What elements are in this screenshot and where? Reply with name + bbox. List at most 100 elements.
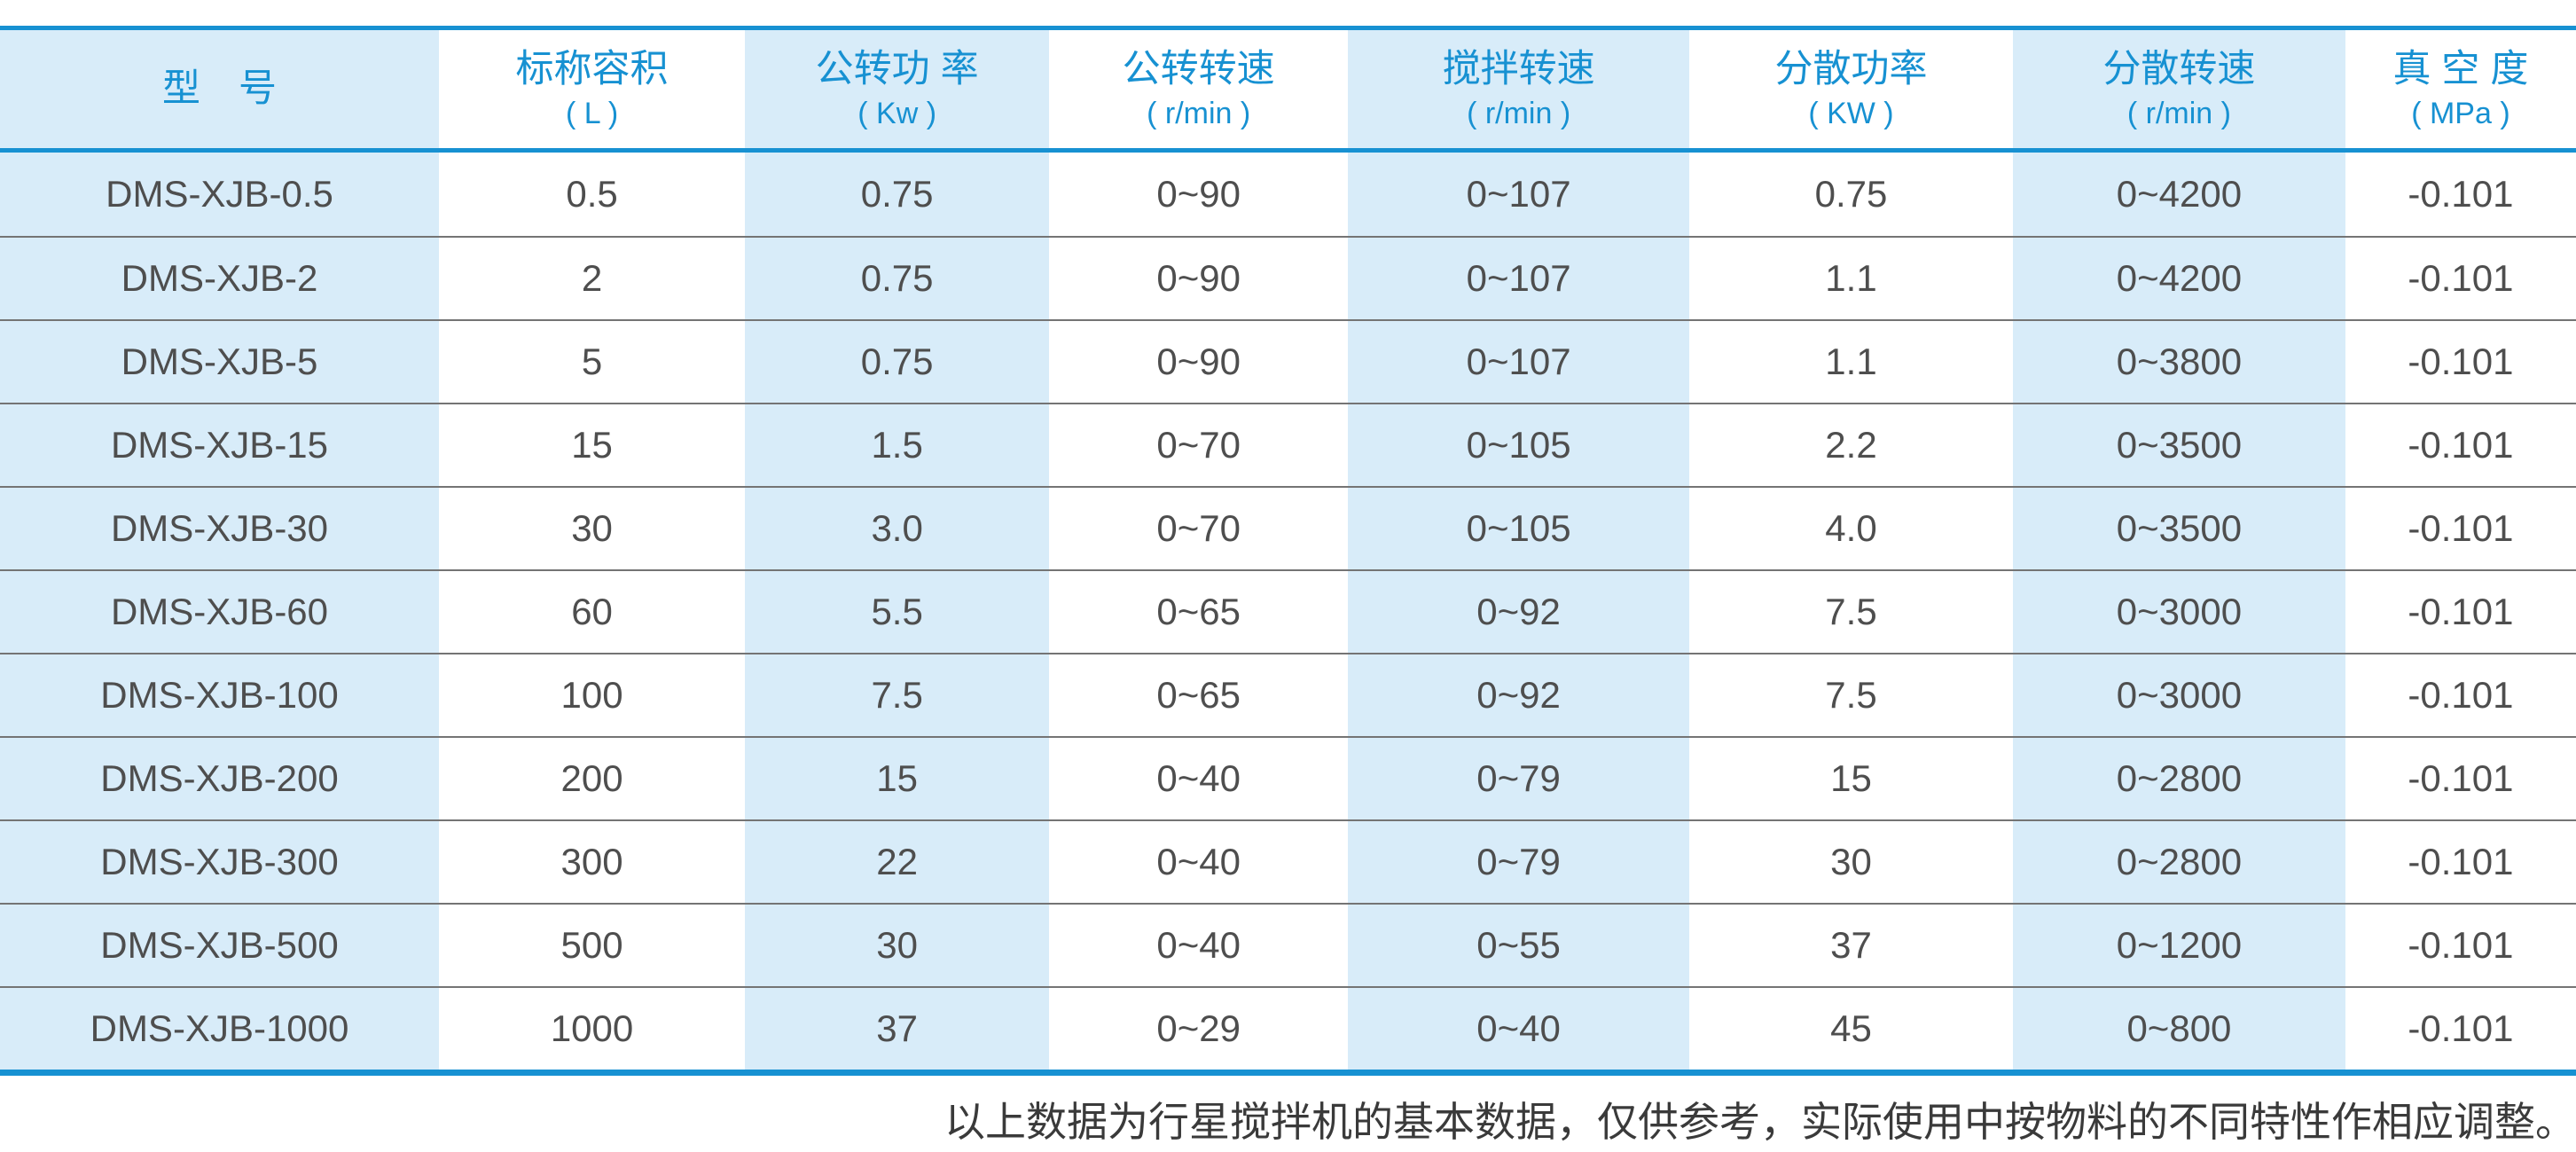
cell-dispersion-power: 30 xyxy=(1830,841,1872,882)
cell-stir-speed: 0~107 xyxy=(1348,321,1690,403)
cell-dispersion-power: 45 xyxy=(1830,1007,1872,1049)
cell-vacuum: -0.101 xyxy=(2408,841,2514,882)
cell-dispersion-speed: 0~800 xyxy=(2012,988,2345,1070)
cell-dispersion-power: 37 xyxy=(1830,924,1872,966)
header-row: 型 号 标称容积 ( L ) 公转功 率 ( Kw ) 公转转速 ( r/min… xyxy=(0,30,2576,153)
column-unit-dispersion-power: ( KW ) xyxy=(1808,97,1894,131)
cell-vacuum: -0.101 xyxy=(2408,674,2514,716)
cell-model: DMS-XJB-15 xyxy=(0,404,439,486)
footnote: 以上数据为行星搅拌机的基本数据，仅供参考，实际使用中按物料的不同特性作相应调整。 xyxy=(944,1100,2576,1145)
cell-model: DMS-XJB-200 xyxy=(0,738,439,819)
cell-model: DMS-XJB-60 xyxy=(0,571,439,653)
column-title-dispersion-speed: 分散转速 xyxy=(2102,48,2256,91)
column-unit-stir-speed: ( r/min ) xyxy=(1467,97,1571,131)
cell-dispersion-power: 1.1 xyxy=(1825,341,1877,382)
cell-revolution-speed: 0~40 xyxy=(1156,924,1241,966)
cell-revolution-speed: 0~40 xyxy=(1156,757,1241,799)
cell-dispersion-speed: 0~3500 xyxy=(2012,404,2345,486)
cell-vacuum: -0.101 xyxy=(2408,257,2514,299)
cell-vacuum: -0.101 xyxy=(2408,341,2514,382)
cell-capacity: 15 xyxy=(571,424,613,466)
cell-stir-speed: 0~105 xyxy=(1348,404,1690,486)
table-row: DMS-XJB-60 60 5.5 0~65 0~92 7.5 0~3000 -… xyxy=(0,569,2576,653)
cell-revolution-power: 0.75 xyxy=(745,238,1050,319)
cell-dispersion-power: 2.2 xyxy=(1825,424,1877,466)
cell-revolution-speed: 0~29 xyxy=(1156,1007,1241,1049)
cell-vacuum: -0.101 xyxy=(2408,507,2514,549)
cell-revolution-speed: 0~70 xyxy=(1156,507,1241,549)
cell-revolution-speed: 0~65 xyxy=(1156,674,1241,716)
cell-revolution-power: 3.0 xyxy=(745,488,1050,569)
table-row: DMS-XJB-2 2 0.75 0~90 0~107 1.1 0~4200 -… xyxy=(0,236,2576,319)
header-cell-capacity: 标称容积 ( L ) xyxy=(439,30,745,148)
cell-stir-speed: 0~107 xyxy=(1348,153,1690,236)
cell-dispersion-power: 1.1 xyxy=(1825,257,1877,299)
cell-dispersion-power: 7.5 xyxy=(1825,674,1877,716)
cell-dispersion-power: 0.75 xyxy=(1814,173,1888,215)
table-row: DMS-XJB-0.5 0.5 0.75 0~90 0~107 0.75 0~4… xyxy=(0,153,2576,236)
cell-stir-speed: 0~92 xyxy=(1348,571,1690,653)
cell-dispersion-power: 4.0 xyxy=(1825,507,1877,549)
column-unit-capacity: ( L ) xyxy=(565,97,619,131)
cell-revolution-power: 22 xyxy=(745,821,1050,903)
cell-stir-speed: 0~92 xyxy=(1348,654,1690,736)
cell-stir-speed: 0~79 xyxy=(1348,821,1690,903)
cell-model: DMS-XJB-2 xyxy=(0,238,439,319)
column-unit-revolution-power: ( Kw ) xyxy=(857,97,937,131)
header-cell-revolution-speed: 公转转速 ( r/min ) xyxy=(1049,30,1348,148)
column-unit-revolution-speed: ( r/min ) xyxy=(1147,97,1251,131)
column-title-dispersion-power: 分散功率 xyxy=(1774,48,1928,91)
cell-dispersion-speed: 0~4200 xyxy=(2012,238,2345,319)
cell-dispersion-speed: 0~2800 xyxy=(2012,738,2345,819)
cell-capacity: 5 xyxy=(581,341,603,382)
cell-dispersion-speed: 0~3000 xyxy=(2012,571,2345,653)
cell-capacity: 300 xyxy=(560,841,623,882)
cell-revolution-power: 7.5 xyxy=(745,654,1050,736)
column-unit-dispersion-speed: ( r/min ) xyxy=(2126,97,2231,131)
column-title-revolution-speed: 公转转速 xyxy=(1122,48,1275,91)
header-cell-stir-speed: 搅拌转速 ( r/min ) xyxy=(1348,30,1690,148)
cell-vacuum: -0.101 xyxy=(2408,173,2514,215)
cell-revolution-power: 0.75 xyxy=(745,321,1050,403)
cell-vacuum: -0.101 xyxy=(2408,924,2514,966)
cell-capacity: 200 xyxy=(560,757,623,799)
header-cell-model: 型 号 xyxy=(0,30,439,148)
cell-revolution-power: 37 xyxy=(745,988,1050,1070)
spec-table: 型 号 标称容积 ( L ) 公转功 率 ( Kw ) 公转转速 ( r/min… xyxy=(0,26,2576,1076)
cell-revolution-power: 30 xyxy=(745,905,1050,986)
cell-dispersion-power: 15 xyxy=(1830,757,1872,799)
cell-dispersion-speed: 0~1200 xyxy=(2012,905,2345,986)
cell-stir-speed: 0~40 xyxy=(1348,988,1690,1070)
cell-dispersion-power: 7.5 xyxy=(1825,591,1877,632)
table-row: DMS-XJB-5 5 0.75 0~90 0~107 1.1 0~3800 -… xyxy=(0,319,2576,403)
column-title-stir-speed: 搅拌转速 xyxy=(1442,48,1595,91)
cell-revolution-speed: 0~40 xyxy=(1156,841,1241,882)
cell-capacity: 60 xyxy=(571,591,613,632)
cell-stir-speed: 0~105 xyxy=(1348,488,1690,569)
cell-model: DMS-XJB-0.5 xyxy=(0,153,439,236)
cell-dispersion-speed: 0~2800 xyxy=(2012,821,2345,903)
cell-capacity: 100 xyxy=(560,674,623,716)
cell-dispersion-speed: 0~3800 xyxy=(2012,321,2345,403)
cell-capacity: 0.5 xyxy=(566,173,618,215)
cell-model: DMS-XJB-100 xyxy=(0,654,439,736)
cell-revolution-speed: 0~90 xyxy=(1156,341,1241,382)
header-cell-vacuum: 真 空 度 ( MPa ) xyxy=(2345,30,2576,148)
cell-capacity: 30 xyxy=(571,507,613,549)
cell-capacity: 1000 xyxy=(550,1007,634,1049)
column-unit-vacuum: ( MPa ) xyxy=(2411,97,2510,131)
cell-revolution-speed: 0~70 xyxy=(1156,424,1241,466)
header-cell-revolution-power: 公转功 率 ( Kw ) xyxy=(745,30,1050,148)
column-title-vacuum: 真 空 度 xyxy=(2392,48,2529,91)
table-row: DMS-XJB-1000 1000 37 0~29 0~40 45 0~800 … xyxy=(0,986,2576,1070)
table-row: DMS-XJB-500 500 30 0~40 0~55 37 0~1200 -… xyxy=(0,903,2576,986)
cell-revolution-power: 0.75 xyxy=(745,153,1050,236)
table-row: DMS-XJB-100 100 7.5 0~65 0~92 7.5 0~3000… xyxy=(0,653,2576,736)
cell-vacuum: -0.101 xyxy=(2408,757,2514,799)
cell-model: DMS-XJB-5 xyxy=(0,321,439,403)
cell-stir-speed: 0~79 xyxy=(1348,738,1690,819)
cell-model: DMS-XJB-300 xyxy=(0,821,439,903)
table-row: DMS-XJB-200 200 15 0~40 0~79 15 0~2800 -… xyxy=(0,736,2576,819)
cell-revolution-speed: 0~90 xyxy=(1156,257,1241,299)
header-cell-dispersion-power: 分散功率 ( KW ) xyxy=(1689,30,2013,148)
